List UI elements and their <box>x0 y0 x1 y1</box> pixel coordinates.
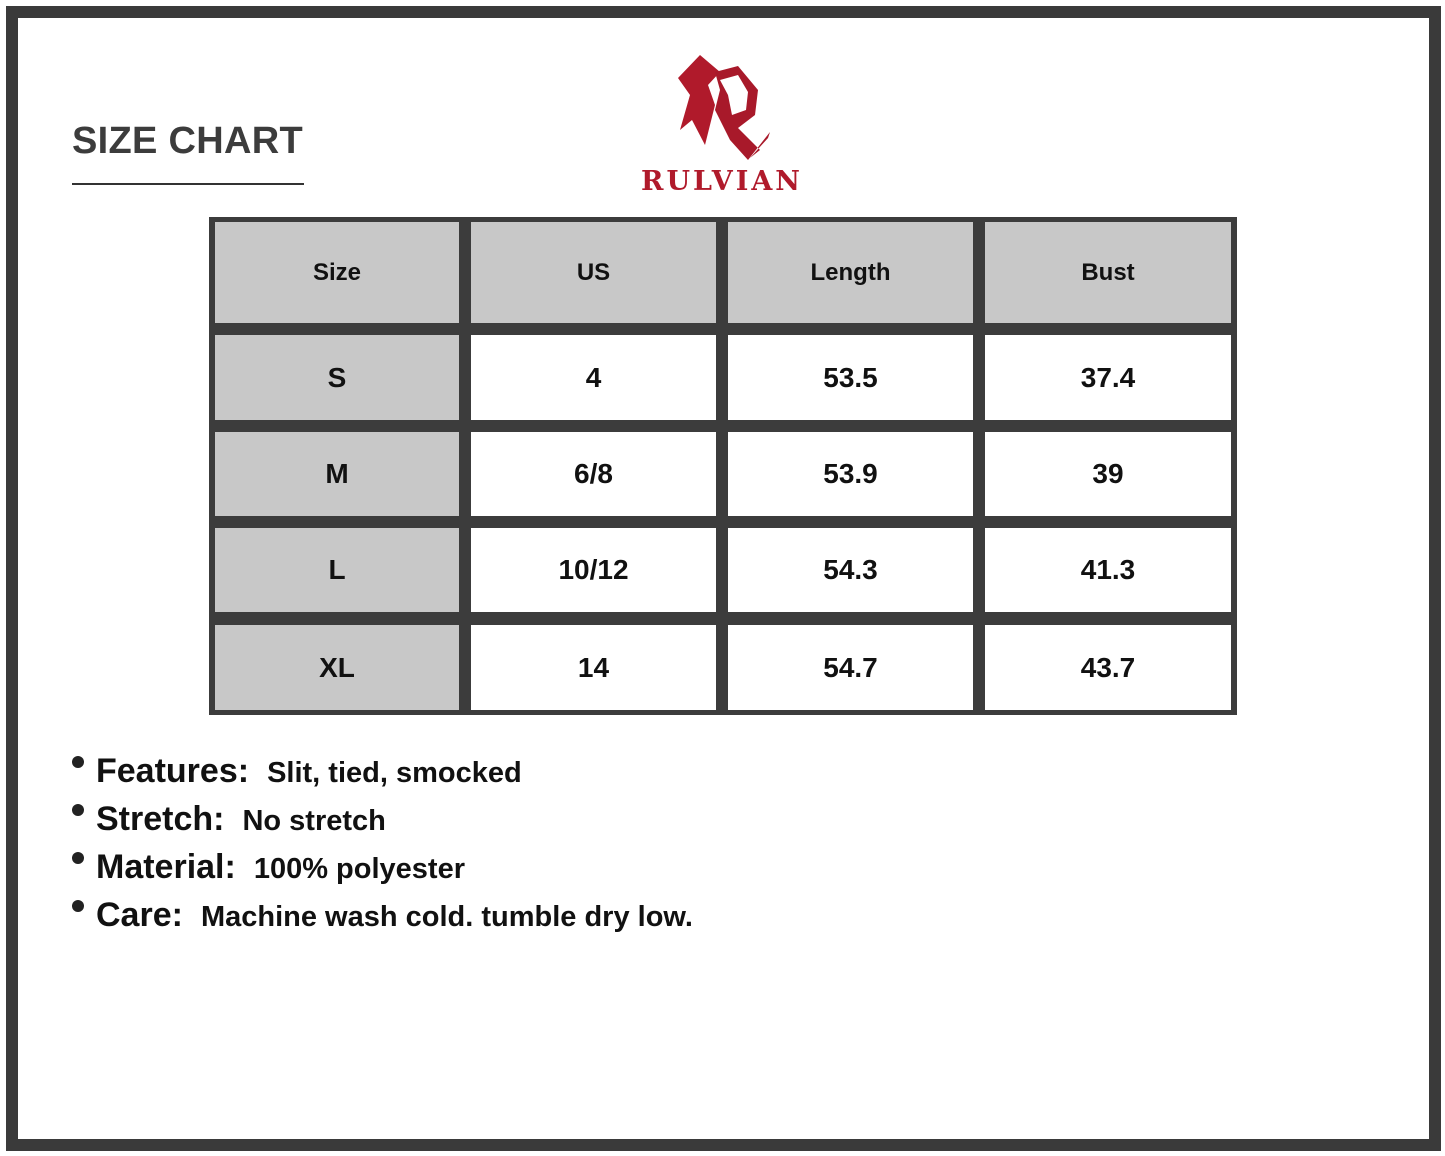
cell-bust: 39 <box>985 432 1231 516</box>
bullet-icon <box>72 804 84 816</box>
cell-us: 14 <box>471 625 716 710</box>
header-size: Size <box>215 222 459 323</box>
cell-length: 53.5 <box>728 335 973 420</box>
detail-item: Stretch: No stretch <box>72 800 386 839</box>
cell-size: S <box>215 335 459 420</box>
bullet-icon <box>72 852 84 864</box>
detail-item: Material: 100% polyester <box>72 848 465 887</box>
bullet-icon <box>72 756 84 768</box>
header-us: US <box>471 222 716 323</box>
detail-label: Care: <box>96 896 183 934</box>
detail-label: Stretch: <box>96 800 225 838</box>
cell-length: 54.3 <box>728 528 973 612</box>
cell-length: 53.9 <box>728 432 973 516</box>
bullet-icon <box>72 900 84 912</box>
cell-length: 54.7 <box>728 625 973 710</box>
cell-size: XL <box>215 625 459 710</box>
detail-label: Material: <box>96 848 236 886</box>
detail-item: Features: Slit, tied, smocked <box>72 752 522 791</box>
size-table: Size US Length Bust S 4 53.5 37.4 M 6/8 53.9 39 L 10/… <box>209 217 1237 715</box>
brand-name: RULVIAN <box>641 166 803 197</box>
header-bust: Bust <box>985 222 1231 323</box>
title-underline <box>72 183 304 185</box>
detail-item: Care: Machine wash cold. tumble dry low. <box>72 896 693 935</box>
page-frame <box>6 6 1441 1151</box>
cell-bust: 43.7 <box>985 625 1231 710</box>
detail-value: No stretch <box>242 805 386 837</box>
page-title: SIZE CHART <box>72 120 303 162</box>
cell-us: 10/12 <box>471 528 716 612</box>
cell-size: M <box>215 432 459 516</box>
cell-size: L <box>215 528 459 612</box>
detail-value: Machine wash cold. tumble dry low. <box>200 901 693 933</box>
cell-us: 6/8 <box>471 432 716 516</box>
brand-logo-icon <box>678 55 770 160</box>
detail-value: Slit, tied, smocked <box>267 757 522 789</box>
cell-bust: 41.3 <box>985 528 1231 612</box>
cell-bust: 37.4 <box>985 335 1231 420</box>
detail-label: Features: <box>96 752 250 790</box>
header-length: Length <box>728 222 973 323</box>
cell-us: 4 <box>471 335 716 420</box>
detail-value: 100% polyester <box>253 853 465 885</box>
